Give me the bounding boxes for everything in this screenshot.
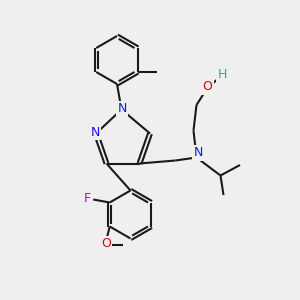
- Text: H: H: [217, 68, 227, 81]
- Text: N: N: [117, 102, 127, 116]
- Text: O: O: [203, 80, 212, 94]
- Text: N: N: [193, 146, 203, 160]
- Text: N: N: [91, 125, 100, 139]
- Text: F: F: [84, 192, 91, 206]
- Text: O: O: [101, 237, 111, 250]
